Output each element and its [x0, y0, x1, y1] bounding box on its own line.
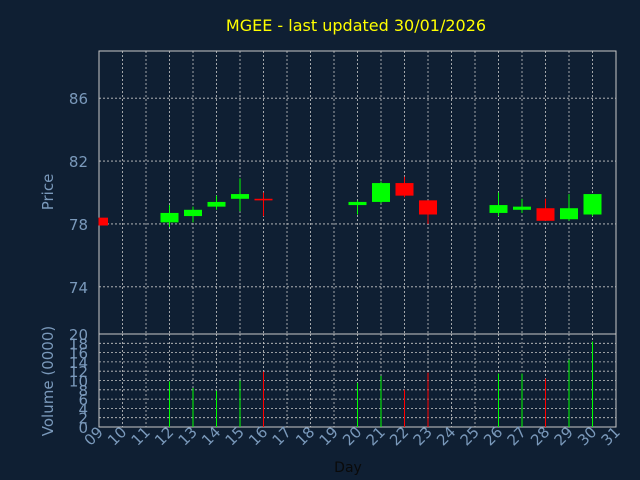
- candle-body: [560, 208, 578, 220]
- volume-tick-label: 2: [78, 410, 88, 428]
- candle: [98, 217, 108, 226]
- volume-tick-label: 16: [69, 345, 88, 363]
- candle: [560, 194, 578, 221]
- candle-body: [513, 206, 531, 210]
- volume-tick-label: 18: [69, 335, 88, 353]
- price-tick-label: 82: [69, 153, 88, 171]
- price-tick-label: 74: [69, 279, 88, 297]
- volume-tick-label: 14: [69, 354, 88, 372]
- candle-body: [395, 183, 414, 196]
- candle: [372, 181, 390, 204]
- volume-tick-label: 10: [69, 373, 88, 391]
- candle-body: [160, 212, 179, 223]
- candle: [489, 192, 508, 217]
- chart-title: MGEE - last updated 30/01/2026: [226, 16, 486, 35]
- candle: [583, 194, 602, 217]
- candle-body: [419, 200, 437, 215]
- volume-tick-label: 20: [69, 326, 88, 344]
- volume-panel: 0246810121416182009101112131415161718192…: [69, 326, 624, 449]
- candle: [160, 205, 179, 228]
- candle-body: [99, 217, 108, 226]
- candle-body: [254, 198, 273, 201]
- candle: [184, 206, 202, 223]
- candle-body: [583, 194, 602, 215]
- volume-tick-label: 6: [78, 391, 88, 409]
- volume-tick-label: 4: [78, 400, 88, 418]
- price-axis-label: Price: [39, 174, 57, 211]
- candle-body: [184, 209, 202, 217]
- candle-body: [348, 201, 367, 206]
- volume-tick-label: 12: [69, 363, 88, 381]
- candle-body: [372, 183, 390, 202]
- candle: [419, 200, 437, 224]
- candle: [207, 195, 226, 210]
- price-tick-label: 86: [69, 90, 88, 108]
- candle: [231, 178, 249, 212]
- price-tick-label: 78: [69, 216, 88, 234]
- candle-body: [536, 208, 555, 221]
- price-panel: 74 78 82 86: [69, 50, 617, 335]
- volume-tick-label: 0: [78, 419, 88, 437]
- candle: [254, 192, 273, 217]
- volume-tick-label: 8: [78, 382, 88, 400]
- candle: [513, 198, 531, 213]
- candle: [348, 200, 367, 215]
- x-axis-label: Day: [334, 460, 362, 476]
- candle: [395, 176, 414, 198]
- candle-body: [231, 194, 249, 199]
- volume-axis-label: Volume (0000): [39, 326, 57, 436]
- candle-body: [489, 205, 508, 213]
- candle-body: [207, 201, 226, 207]
- candle: [536, 198, 555, 221]
